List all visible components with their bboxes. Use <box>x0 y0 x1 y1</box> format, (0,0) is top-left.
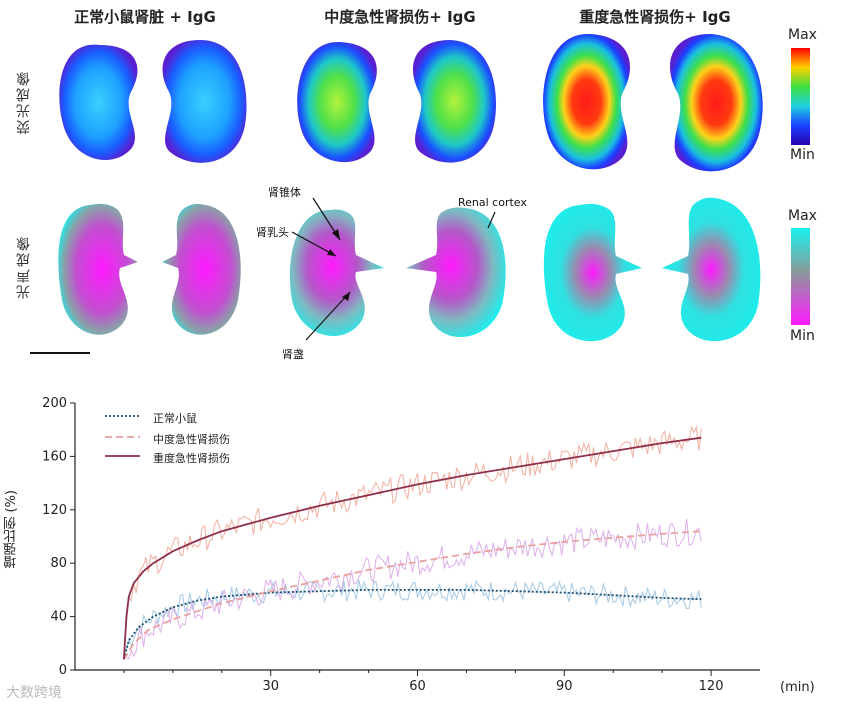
fluor-colorbar-min: Min <box>790 147 815 163</box>
y-tick-label: 80 <box>50 556 67 571</box>
enhancement-chart: 0 40 80 120 160 200 30 60 90 120 <box>42 396 760 694</box>
series-line-moderate <box>123 530 702 660</box>
legend-label-moderate: 中度急性肾损伤 <box>153 433 230 446</box>
col-title-severe: 重度急性肾损伤+ IgG <box>579 8 731 26</box>
series-line-normal <box>123 588 702 660</box>
pa-kidney-moderate-right <box>406 207 506 338</box>
fluor-kidney-moderate-left <box>297 41 377 163</box>
pa-kidney-severe-right <box>662 197 761 342</box>
series-raw-trace <box>125 579 702 651</box>
pa-kidney-normal-right <box>162 203 241 335</box>
fluor-kidney-severe-left <box>543 33 631 170</box>
x-tick-label: 90 <box>556 679 573 694</box>
series-raw-trace <box>126 518 702 660</box>
label-renal-papilla: 肾乳头 <box>256 226 289 239</box>
watermark-text: 大数跨境 <box>6 685 62 701</box>
arrow-pelvis <box>305 291 351 341</box>
pa-kidney-severe-left <box>543 203 642 342</box>
fluor-kidney-normal-left <box>59 44 138 160</box>
chart-xlabel: (min) <box>780 680 815 695</box>
y-tick-label: 40 <box>50 610 67 625</box>
scale-bar <box>30 352 90 354</box>
series-line-severe <box>123 436 702 660</box>
y-tick-label: 120 <box>42 503 67 518</box>
pa-colorbar <box>791 228 810 325</box>
fluor-colorbar-max: Max <box>788 27 817 43</box>
legend-label-normal: 正常小鼠 <box>153 412 197 425</box>
y-tick-label: 0 <box>59 663 67 678</box>
label-renal-cortex: Renal cortex <box>458 196 527 209</box>
legend-label-severe: 重度急性肾损伤 <box>153 452 230 465</box>
col-title-moderate: 中度急性肾损伤+ IgG <box>324 8 476 26</box>
x-tick-label: 120 <box>699 679 724 694</box>
pa-kidney-moderate-left <box>289 209 384 337</box>
x-tick-label: 30 <box>262 679 279 694</box>
chart-ylabel: 增强比例 (%) <box>4 490 19 569</box>
y-tick-label: 160 <box>42 449 67 464</box>
fluor-colorbar <box>791 48 810 145</box>
y-tick-label: 200 <box>42 396 67 411</box>
label-renal-pyramid: 肾锥体 <box>268 186 301 199</box>
fluor-kidney-moderate-right <box>412 40 497 163</box>
x-tick-label: 60 <box>409 679 426 694</box>
fluor-kidney-severe-right <box>669 34 763 172</box>
pa-colorbar-max: Max <box>788 208 817 224</box>
arrow-cortex <box>487 211 496 229</box>
col-title-normal: 正常小鼠肾脏 + IgG <box>74 8 216 26</box>
kidney-image-panels <box>58 33 810 342</box>
pa-colorbar-min: Min <box>790 328 815 344</box>
pa-kidney-normal-left <box>58 203 138 335</box>
label-renal-pelvis: 肾盏 <box>282 348 304 361</box>
fluor-kidney-normal-right <box>162 40 247 163</box>
